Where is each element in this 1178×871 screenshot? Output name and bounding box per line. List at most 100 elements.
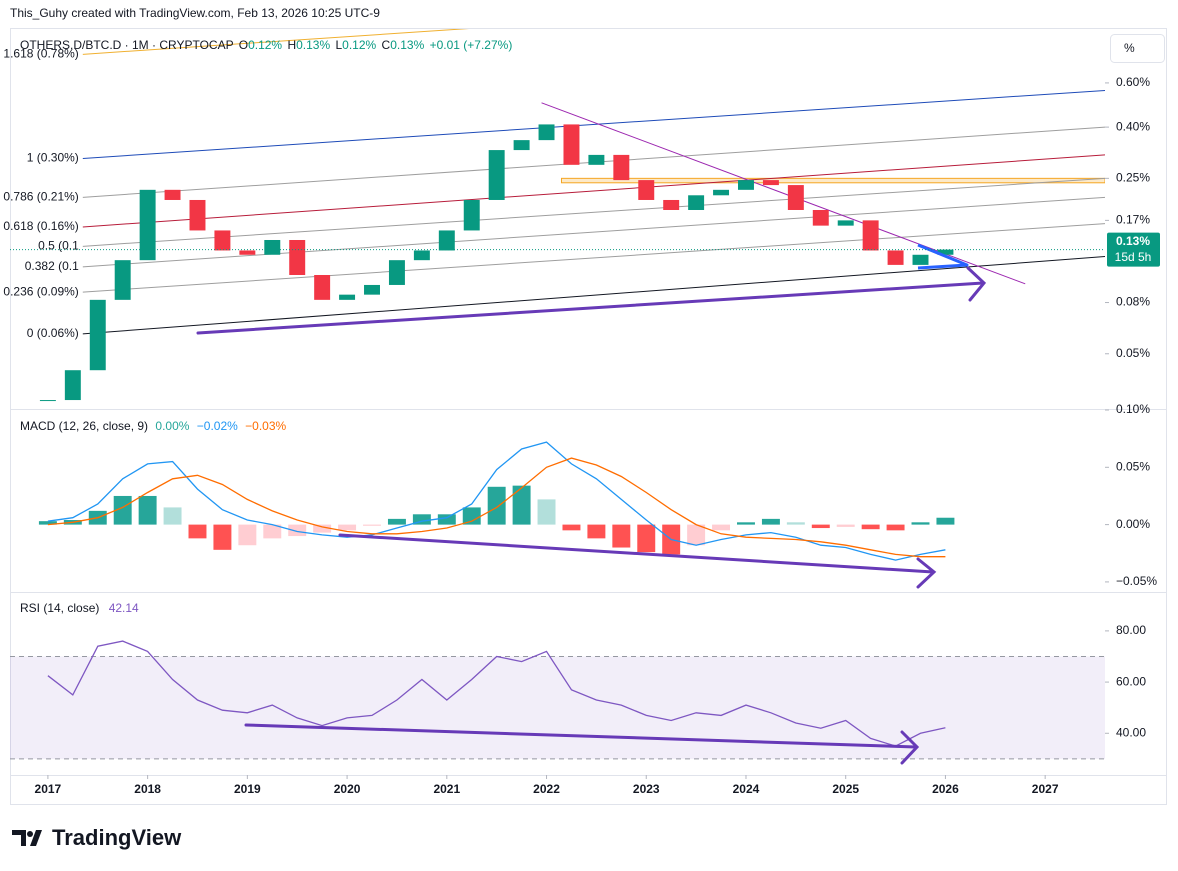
y-tick-label: 0.05% (1116, 459, 1150, 473)
macd-histogram-bar (911, 522, 930, 525)
candle (189, 199, 206, 231)
y-tick-label: 0.05% (1116, 346, 1150, 360)
candle (214, 230, 231, 251)
y-tick-label: 0.10% (1116, 402, 1150, 416)
macd-histogram-bar (562, 524, 581, 531)
candle (862, 220, 879, 251)
candle (937, 249, 954, 255)
macd-histogram-bar (836, 524, 855, 527)
fib-label: 0.5 (0.1 (38, 238, 79, 252)
y-tick-label: −0.05% (1116, 574, 1157, 588)
x-tick-label: 2023 (633, 782, 660, 796)
macd-histogram-bar (462, 507, 481, 525)
symbol: OTHERS.D/BTC.D · 1M · CRYPTOCAP (20, 38, 234, 52)
macd-histogram-bar (387, 518, 406, 525)
candle (388, 260, 405, 285)
fib-label: 0.382 (0.1 (25, 259, 79, 273)
scale-button[interactable] (1110, 34, 1165, 63)
fib-line (82, 154, 1105, 228)
candle (264, 239, 281, 255)
macd-histogram-bar (213, 524, 232, 550)
candle (513, 140, 530, 151)
arrow-head (900, 730, 920, 765)
macd-histogram-bar (38, 521, 57, 525)
macd-histogram-bar (363, 524, 381, 526)
y-tick-label: 0.25% (1116, 171, 1150, 185)
macd-histogram-bar (936, 517, 955, 525)
last-price-label: 0.13% (1116, 234, 1150, 248)
chart-frame (10, 28, 1167, 805)
ohlc-value: 0.12% (248, 38, 282, 52)
rsi-line (47, 640, 946, 747)
x-tick-label: 2024 (733, 782, 760, 796)
triangle-drawing (917, 243, 969, 270)
candle (139, 189, 156, 261)
macd-histogram-bar (238, 524, 257, 546)
ohlc-value: 0.13% (390, 38, 424, 52)
ohlc-value: 0.12% (342, 38, 376, 52)
macd-histogram-bar (512, 485, 531, 525)
x-tick-label: 2019 (234, 782, 261, 796)
macd-line (47, 441, 946, 561)
candle (713, 189, 730, 196)
candle (638, 180, 655, 200)
candle (64, 370, 81, 401)
macd-histogram-bar (886, 524, 905, 531)
candle (39, 400, 56, 402)
macd-histogram-bar (761, 518, 780, 525)
macd-title: MACD (12, 26, close, 9) (20, 419, 148, 433)
ohlc-value: 0.13% (296, 38, 330, 52)
y-tick-label: 0.60% (1116, 75, 1150, 89)
x-tick-label: 2018 (134, 782, 161, 796)
macd-pane (38, 441, 955, 561)
fib-label: 0.786 (0.21%) (3, 190, 78, 204)
macd-histogram-bar (612, 524, 631, 548)
candle (588, 154, 605, 165)
countdown: 15d 5h (1115, 250, 1152, 264)
last-price-box (1107, 232, 1160, 267)
rsi-pane (10, 640, 1105, 760)
candle (239, 250, 256, 255)
candle (538, 124, 555, 141)
macd-histogram-bar (587, 524, 606, 539)
scale-button-label[interactable]: % (1124, 41, 1135, 55)
macd-histogram-bar (637, 524, 656, 553)
y-tick-label: 60.00 (1116, 674, 1146, 688)
macd-histogram-bar (188, 524, 207, 539)
candle (364, 284, 380, 295)
y-tick-label: 0.00% (1116, 517, 1150, 531)
logo-mark (12, 830, 42, 846)
fib-line (82, 29, 470, 55)
macd-histogram-bar (737, 522, 755, 525)
candle (812, 209, 829, 226)
fib-line (82, 177, 1105, 247)
fib-line (82, 223, 1105, 293)
macd-histogram-bar (263, 524, 282, 539)
ohlc-field: O (239, 38, 248, 52)
macd-histogram-bar (811, 524, 830, 529)
x-tick-label: 2027 (1032, 782, 1059, 796)
logo: TradingView (12, 825, 182, 850)
candle (912, 254, 929, 265)
x-tick-label: 2017 (35, 782, 62, 796)
logo-text: TradingView (52, 825, 182, 850)
candle (762, 180, 779, 186)
candle (314, 274, 331, 300)
macd-histogram-bar (786, 522, 805, 525)
fib-line (82, 89, 1105, 159)
x-tick-label: 2026 (932, 782, 959, 796)
candle (887, 250, 904, 265)
fib-label: 1.618 (0.78%) (3, 46, 78, 60)
macd-histogram-bar (487, 486, 506, 525)
ohlc-field: L (335, 38, 342, 52)
price-pane (39, 29, 1105, 402)
candle (438, 230, 455, 251)
macd-histogram-bar (338, 524, 357, 531)
macd-histogram-bar (288, 524, 307, 537)
y-tick-label: 0.17% (1116, 213, 1150, 227)
ohlc-field: H (287, 38, 296, 52)
fib-label: 0.618 (0.16%) (3, 219, 78, 233)
macd-line (47, 457, 946, 558)
